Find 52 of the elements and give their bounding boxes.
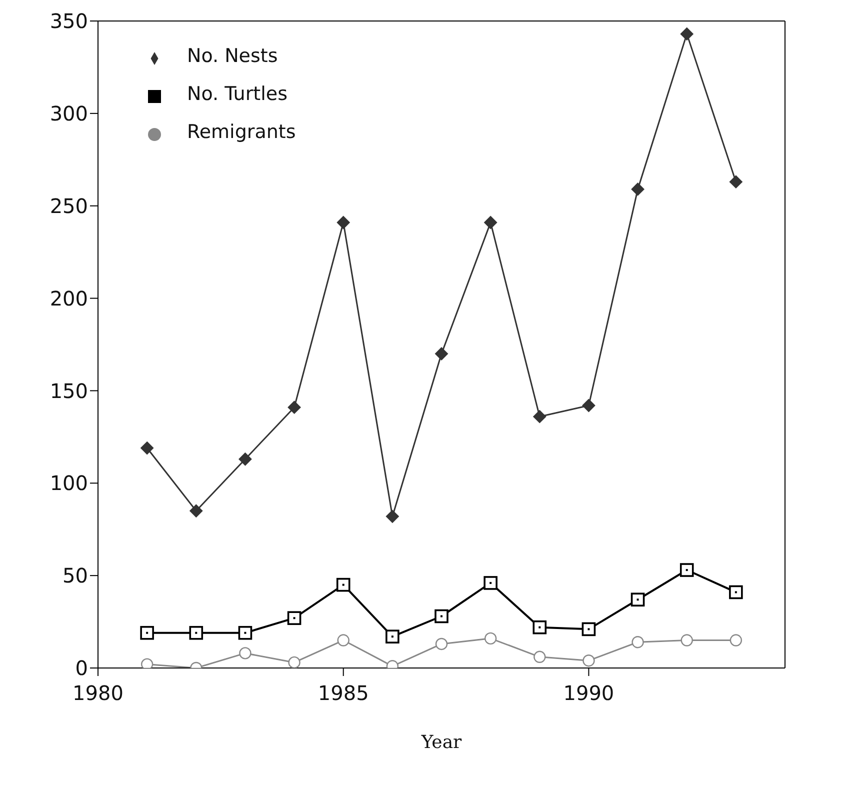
x-tick-label: 1990 xyxy=(563,681,614,706)
y-tick-label: 50 xyxy=(62,564,88,588)
y-tick-label: 350 xyxy=(50,9,88,34)
point xyxy=(680,634,693,646)
point xyxy=(630,592,645,607)
point xyxy=(386,510,399,523)
point xyxy=(729,585,743,600)
point xyxy=(632,636,644,648)
point xyxy=(337,634,350,646)
point xyxy=(189,626,204,640)
point xyxy=(434,609,448,624)
point xyxy=(484,576,498,590)
y-tick-label: 0 xyxy=(75,656,88,680)
point xyxy=(484,216,498,229)
y-tick-label: 250 xyxy=(50,194,88,218)
point xyxy=(239,647,252,660)
point xyxy=(435,638,448,650)
y-tick-label: 100 xyxy=(50,471,88,496)
point xyxy=(582,399,596,412)
point xyxy=(140,442,154,455)
point xyxy=(288,656,300,668)
point xyxy=(730,634,742,646)
y-tick-label: 200 xyxy=(50,286,88,310)
point xyxy=(238,452,252,466)
point xyxy=(533,410,546,424)
point xyxy=(190,504,203,518)
point xyxy=(484,632,497,645)
point xyxy=(582,622,596,636)
x-tick-label: 1985 xyxy=(318,681,369,706)
point xyxy=(435,347,448,360)
legend-label: Remigrants xyxy=(187,121,296,143)
point xyxy=(287,611,302,625)
point xyxy=(729,175,742,188)
point xyxy=(631,182,644,196)
point xyxy=(680,27,694,40)
point xyxy=(680,563,694,577)
point xyxy=(140,658,154,668)
legend-label: No. Nests xyxy=(187,45,278,67)
point xyxy=(288,400,301,414)
point xyxy=(532,620,547,634)
point xyxy=(336,216,350,229)
y-tick-label: 300 xyxy=(50,102,88,126)
point xyxy=(534,650,546,664)
point xyxy=(386,630,400,644)
point xyxy=(336,578,350,592)
x-axis-title: Year xyxy=(420,732,462,753)
legend-label: No. Turtles xyxy=(187,83,288,105)
point xyxy=(582,654,595,667)
y-tick-label: 150 xyxy=(50,378,88,403)
point xyxy=(238,626,252,640)
x-tick-label: 1980 xyxy=(72,681,124,706)
point xyxy=(140,626,154,640)
